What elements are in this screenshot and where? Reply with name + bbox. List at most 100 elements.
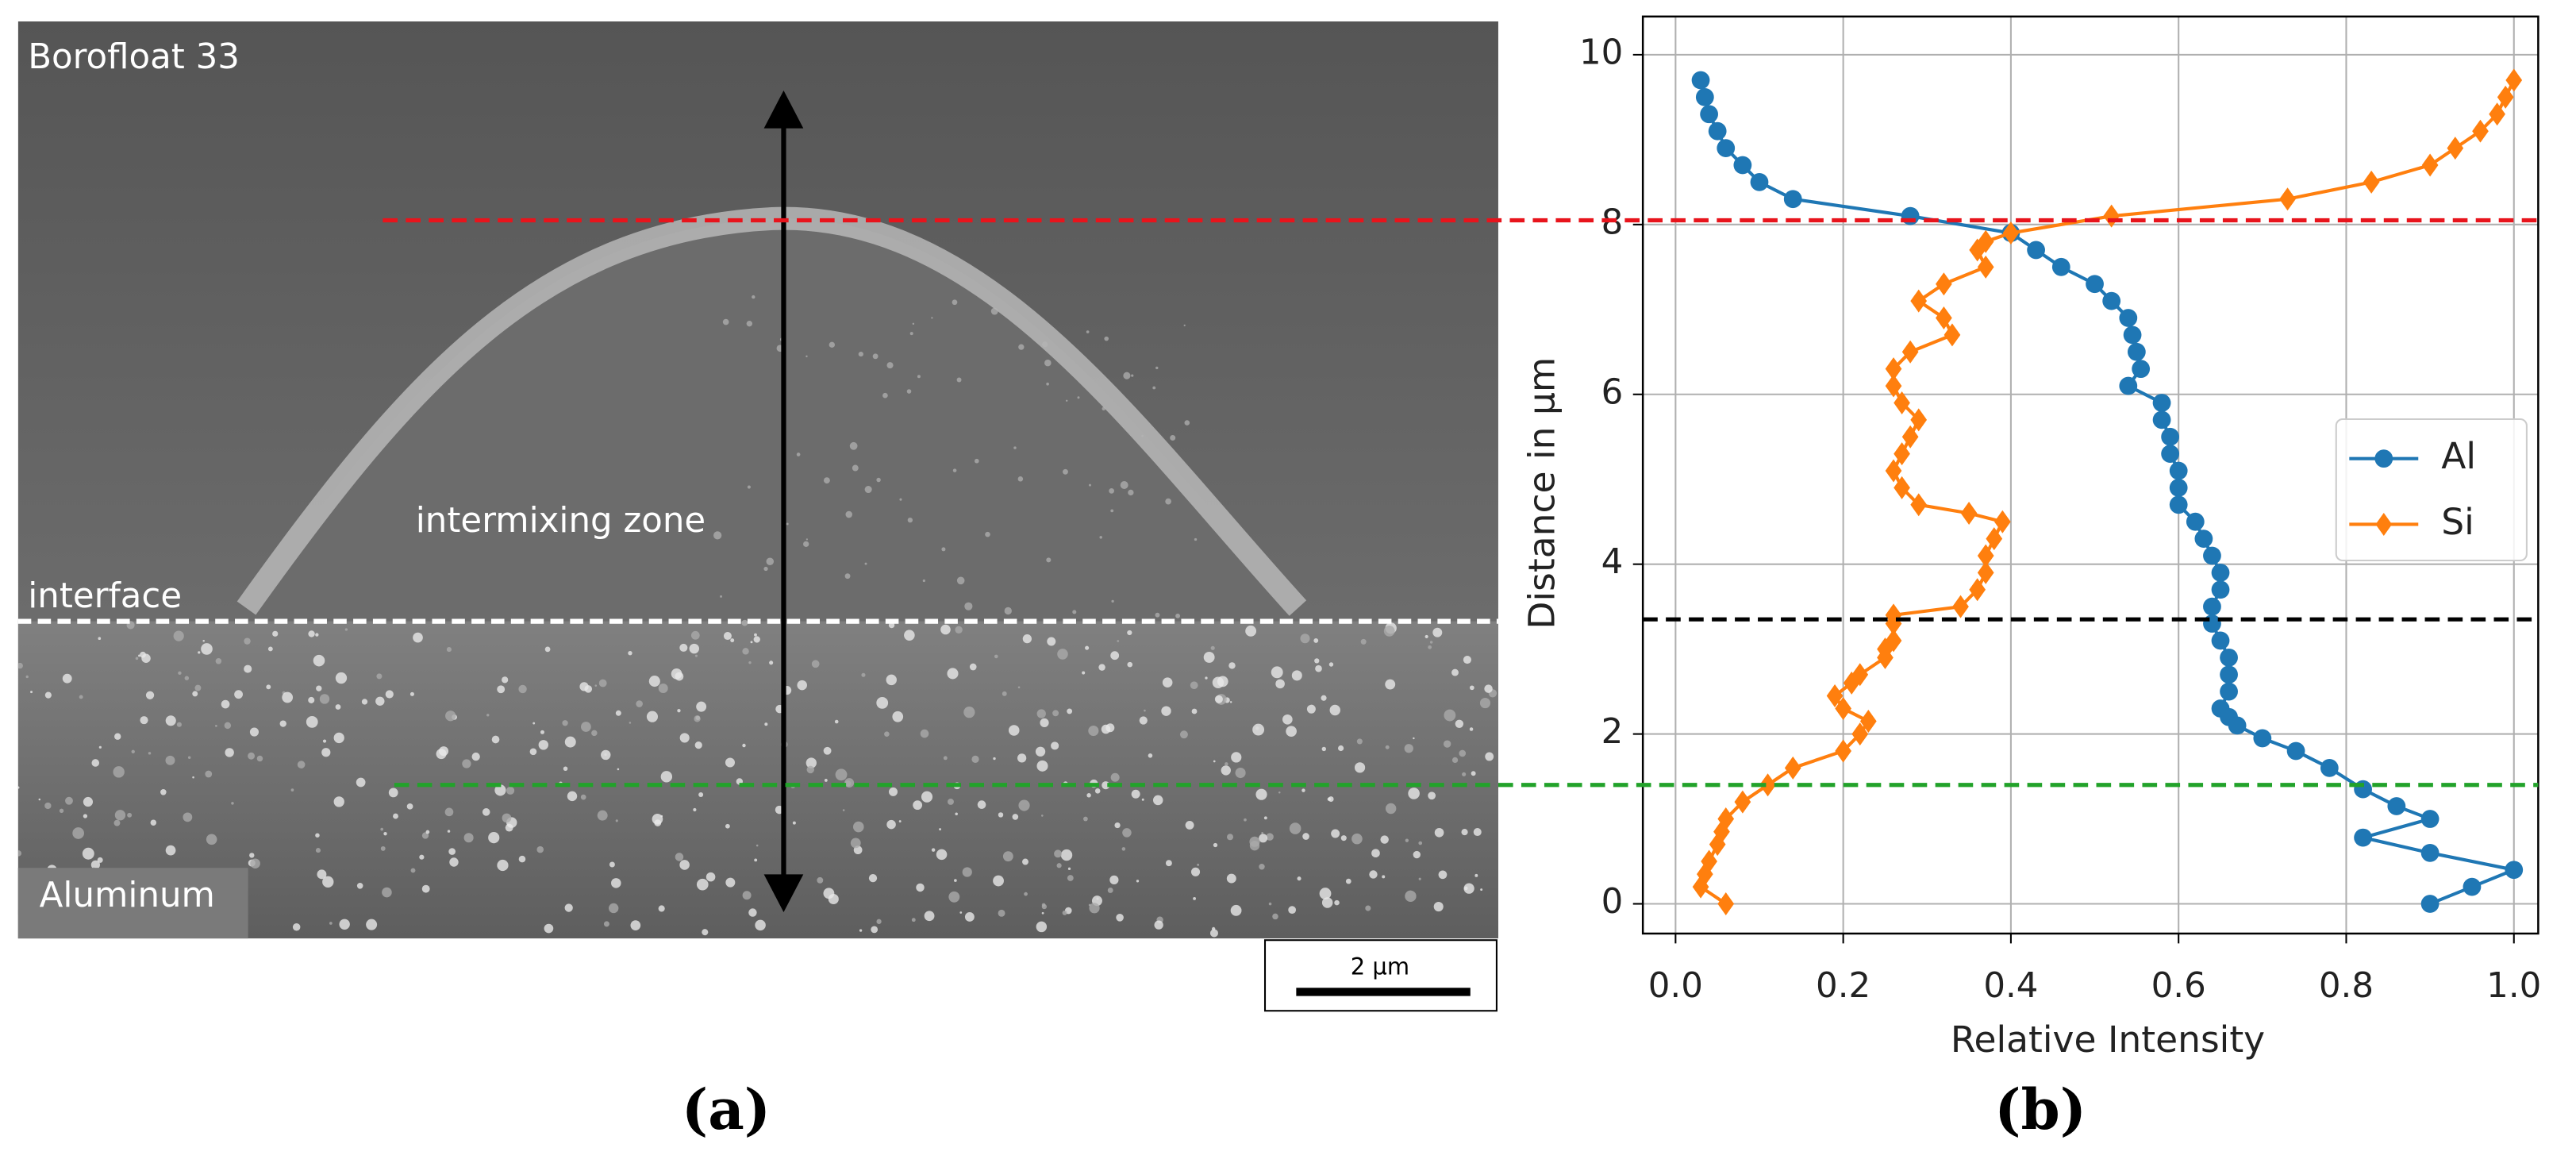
speckle: [322, 876, 334, 888]
speckle: [1117, 640, 1120, 642]
speckle: [1190, 681, 1198, 690]
speckle: [462, 759, 471, 768]
speckle: [221, 699, 230, 709]
speckle: [1385, 745, 1390, 749]
speckle: [1221, 765, 1231, 776]
speckle: [202, 640, 205, 642]
speckle: [388, 788, 398, 798]
marker: [2194, 530, 2213, 548]
speckle: [1463, 883, 1474, 894]
speckle: [742, 743, 746, 748]
marker: [1910, 289, 1928, 313]
speckle: [1041, 815, 1044, 817]
speckle: [746, 321, 753, 327]
speckle: [192, 776, 194, 779]
speckle: [844, 778, 855, 788]
speckle: [748, 908, 757, 917]
speckle: [135, 657, 139, 661]
speckle: [1461, 828, 1468, 836]
speckle: [693, 807, 697, 812]
speckle: [292, 923, 301, 931]
marker: [1734, 790, 1751, 814]
speckle: [72, 827, 84, 839]
speckle: [1148, 753, 1153, 758]
speckle: [17, 786, 20, 789]
speckle: [615, 819, 618, 822]
speckle: [677, 709, 681, 713]
speckle: [1291, 670, 1302, 681]
speckle: [906, 389, 912, 394]
speckle: [1278, 791, 1281, 794]
legend-label: Si: [2441, 501, 2474, 543]
speckle: [1088, 725, 1099, 737]
speckle: [1255, 788, 1267, 800]
marker: [1843, 671, 1860, 695]
speckle: [696, 878, 709, 891]
speckle: [497, 685, 506, 694]
speckle: [1042, 341, 1048, 348]
speckle: [1485, 752, 1494, 761]
speckle: [998, 812, 1004, 818]
speckle: [1334, 899, 1340, 906]
speckle: [722, 318, 729, 325]
speckle: [955, 812, 958, 815]
speckle: [1136, 880, 1140, 883]
y-tick-label: 10: [1579, 33, 1623, 72]
speckle: [266, 684, 271, 690]
speckle: [249, 727, 260, 737]
scale-bar: [1296, 988, 1471, 996]
speckle: [884, 731, 890, 737]
speckle: [1230, 904, 1242, 916]
speckle: [114, 733, 121, 740]
speckle: [852, 464, 859, 472]
speckle: [502, 676, 509, 684]
speckle: [1072, 610, 1077, 614]
speckle: [148, 752, 152, 755]
speckle: [1036, 709, 1046, 718]
speckle: [446, 647, 452, 653]
marker: [1960, 502, 1978, 525]
speckle: [1385, 679, 1396, 690]
speckle: [1098, 664, 1105, 671]
speckle: [1184, 420, 1190, 426]
speckle: [383, 831, 387, 836]
speckle: [184, 676, 190, 680]
speckle: [333, 732, 344, 744]
speckle: [594, 684, 598, 687]
speckle: [1044, 359, 1052, 367]
legend-marker: [2375, 512, 2393, 536]
speckle: [1380, 835, 1389, 844]
legend-label: Al: [2441, 435, 2476, 477]
speckle: [956, 377, 962, 383]
marker: [1944, 323, 1961, 347]
aluminum-region: [17, 621, 1498, 939]
speckle: [962, 867, 972, 877]
speckle: [658, 905, 665, 912]
label-box: [17, 868, 248, 939]
speckle: [1306, 704, 1316, 714]
speckle: [948, 891, 960, 903]
speckle: [339, 919, 350, 930]
speckle: [754, 858, 758, 862]
marker: [2286, 741, 2305, 761]
caption-a: (a): [682, 1076, 771, 1142]
marker: [2420, 843, 2440, 862]
speckle: [173, 630, 184, 641]
speckle: [713, 531, 722, 540]
speckle: [1017, 686, 1021, 689]
speckle: [1154, 920, 1163, 930]
speckle: [805, 538, 808, 541]
speckle: [1155, 366, 1159, 370]
speckle: [90, 860, 101, 869]
speckle: [234, 690, 243, 699]
speckle: [406, 803, 413, 810]
speckle: [805, 355, 808, 358]
speckle: [1462, 772, 1467, 776]
speckle: [1235, 768, 1246, 779]
speckle: [91, 759, 100, 767]
speckle: [849, 441, 858, 450]
speckle: [385, 690, 394, 699]
speckle: [198, 651, 201, 654]
speckle: [1432, 627, 1443, 637]
